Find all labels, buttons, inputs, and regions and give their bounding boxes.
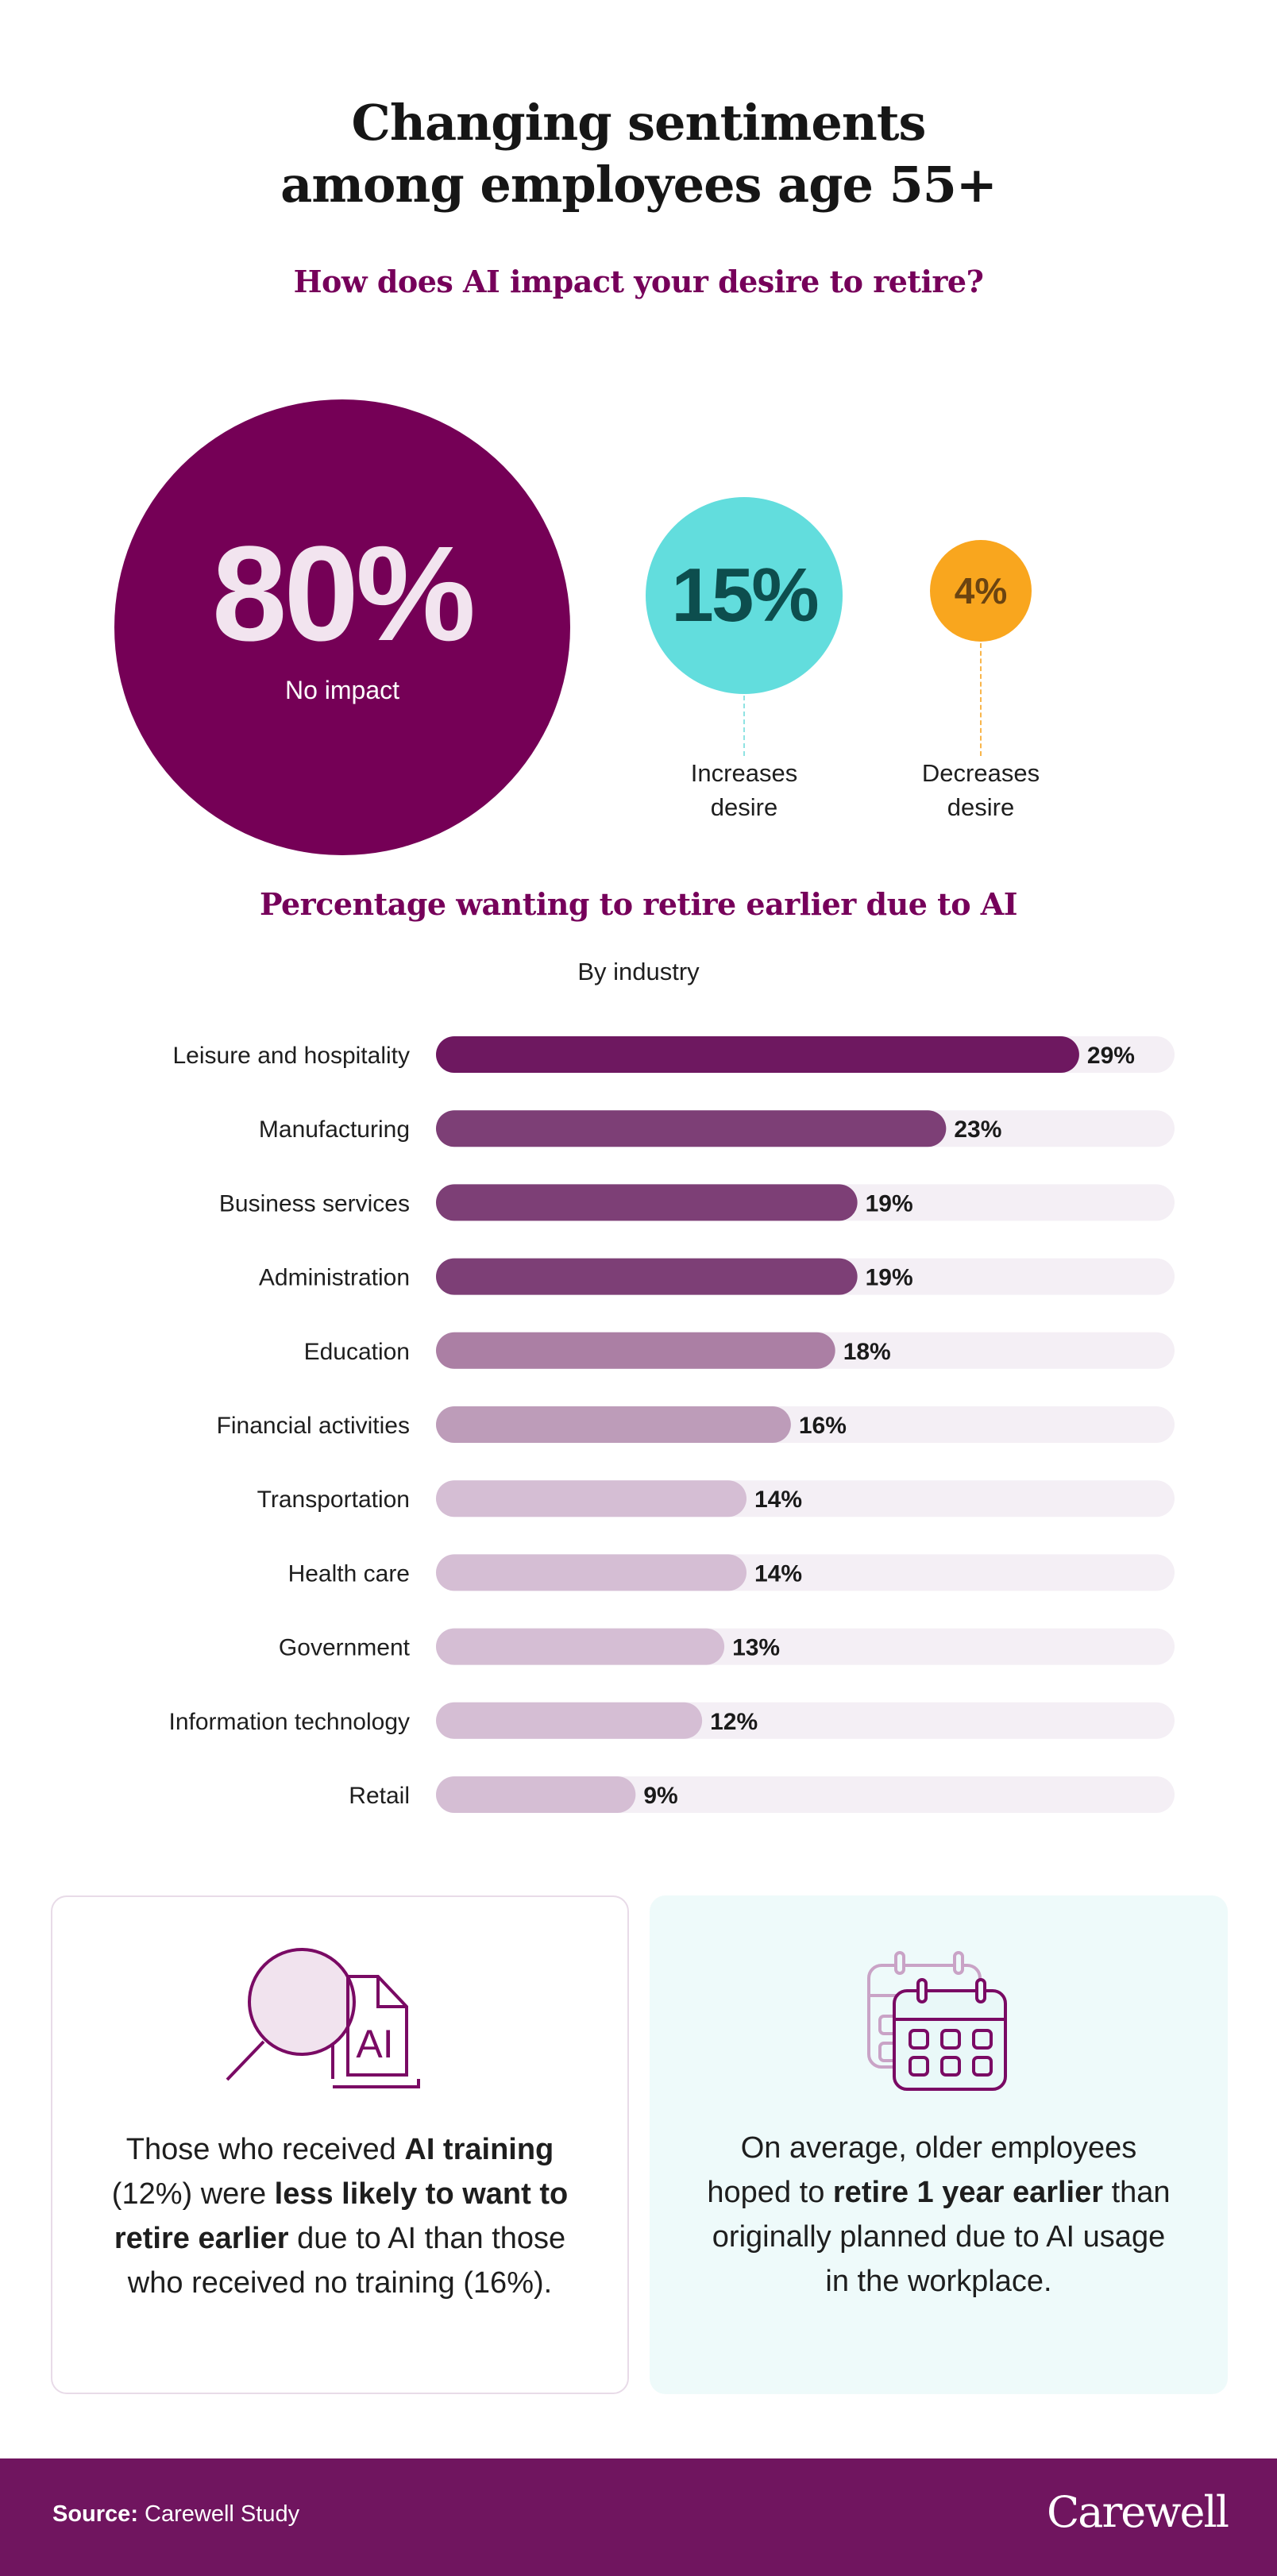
label-line: Increases <box>690 759 798 787</box>
industry-bar-chart: Leisure and hospitality 29% Manufacturing 2… <box>168 1036 1175 1813</box>
label-line: Decreases <box>921 759 1040 787</box>
increases-desire-label: Increases desire <box>641 756 847 824</box>
highlight-text: AI training <box>404 2133 554 2166</box>
increases-desire-circle: 15% <box>646 497 843 694</box>
bar <box>436 1702 703 1739</box>
value-label: 9% <box>643 1783 677 1809</box>
page-title: Changing sentiments among employees age … <box>0 92 1277 216</box>
value-label: 14% <box>754 1487 802 1513</box>
chart-subtitle: By industry <box>577 958 700 985</box>
source-value: Carewell Study <box>145 2501 300 2527</box>
footer: Source: Carewell Study Carewell <box>0 2458 1277 2576</box>
magnifier-ai-document-icon: AI <box>226 1948 420 2088</box>
category-label: Information technology <box>168 1709 410 1735</box>
highlight-text: less likely to want to retire earlier <box>114 2177 569 2255</box>
retire-earlier-text: On average, older employees hoped to ret… <box>650 2126 1228 2304</box>
impact-question: How does AI impact your desire to retire… <box>293 264 984 299</box>
brand-logo: Carewell <box>1046 2487 1229 2537</box>
category-label: Financial activities <box>217 1413 410 1439</box>
bar-row: Financial activities 16% <box>217 1406 1175 1443</box>
bar-row: Business services 19% <box>219 1184 1175 1221</box>
bar-row: Leisure and hospitality 29% <box>172 1036 1175 1073</box>
category-label: Administration <box>259 1265 410 1291</box>
value-label: 12% <box>710 1709 758 1735</box>
decreases-desire-value: 4% <box>954 570 1008 611</box>
label-line: desire <box>947 793 1015 821</box>
ai-training-card: AI Those who received AI training (12%) … <box>51 1895 629 2394</box>
category-label: Transportation <box>257 1487 410 1513</box>
category-label: Education <box>304 1339 410 1365</box>
bar <box>436 1480 747 1517</box>
no-impact-label: No impact <box>284 675 400 704</box>
bar-row: Administration 19% <box>259 1258 1175 1295</box>
value-label: 18% <box>843 1339 891 1365</box>
bar <box>436 1628 725 1665</box>
title-line-1: Changing sentiments <box>351 94 927 152</box>
bar-row: Information technology 12% <box>168 1702 1175 1739</box>
value-label: 14% <box>754 1560 802 1587</box>
value-label: 19% <box>866 1190 913 1217</box>
value-label: 23% <box>954 1116 1001 1143</box>
bar <box>436 1554 747 1591</box>
bar <box>436 1776 636 1813</box>
body-text: due to AI than those who received no tra… <box>127 2222 566 2300</box>
category-label: Manufacturing <box>259 1116 410 1143</box>
bar-row: Government 13% <box>279 1628 1175 1665</box>
category-label: Government <box>279 1635 411 1661</box>
bar <box>436 1258 858 1295</box>
value-label: 16% <box>799 1413 847 1439</box>
decreases-connector-line <box>980 643 982 756</box>
bar <box>436 1332 835 1369</box>
bar-row: Manufacturing 23% <box>259 1110 1175 1147</box>
value-label: 13% <box>732 1635 780 1661</box>
no-impact-value: 80% <box>211 518 476 669</box>
body-text: (12%) were <box>111 2177 275 2211</box>
body-text: On average, older employees hoped to <box>707 2131 1137 2209</box>
highlight-text: retire 1 year earlier <box>832 2176 1104 2209</box>
calendar-icon <box>867 1951 1007 2091</box>
category-label: Health care <box>288 1560 410 1587</box>
bar <box>436 1184 858 1221</box>
bar-row: Transportation 14% <box>257 1480 1175 1517</box>
body-text: Those who received <box>125 2133 405 2166</box>
title-line-2: among employees age 55+ <box>280 156 997 214</box>
value-label: 29% <box>1087 1043 1135 1069</box>
value-label: 19% <box>866 1265 913 1291</box>
retire-earlier-card: On average, older employees hoped to ret… <box>650 1895 1228 2394</box>
no-impact-circle: 80% No impact <box>114 399 570 855</box>
bar <box>436 1110 947 1147</box>
ai-training-text: Those who received AI training (12%) wer… <box>52 2127 627 2305</box>
bar-row: Education 18% <box>304 1332 1175 1369</box>
bar <box>436 1036 1079 1073</box>
decreases-desire-circle: 4% <box>930 540 1032 642</box>
decreases-desire-label: Decreases desire <box>878 756 1084 824</box>
source-label: Source: <box>52 2501 138 2527</box>
source-note: Source: Carewell Study <box>52 2501 299 2528</box>
body-text: than originally planned due to AI usage … <box>712 2176 1171 2298</box>
category-label: Retail <box>349 1783 410 1809</box>
increases-desire-value: 15% <box>671 553 819 638</box>
category-label: Leisure and hospitality <box>172 1043 410 1069</box>
ai-icon-text: AI <box>356 2022 393 2066</box>
bar-row: Health care 14% <box>288 1554 1175 1591</box>
bar-row: Retail 9% <box>349 1776 1175 1813</box>
bar <box>436 1406 791 1443</box>
label-line: desire <box>710 793 778 821</box>
category-label: Business services <box>219 1190 410 1217</box>
increases-connector-line <box>743 696 745 756</box>
chart-title: Percentage wanting to retire earlier due… <box>259 886 1018 922</box>
